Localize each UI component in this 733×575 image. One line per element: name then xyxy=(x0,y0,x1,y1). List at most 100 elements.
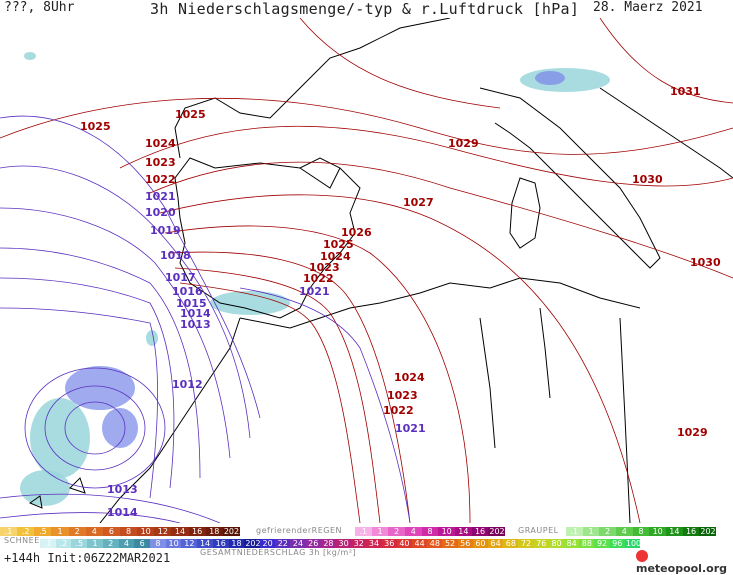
isobar-label: 1030 xyxy=(632,173,663,186)
isobar-line xyxy=(599,17,733,104)
isobar-line xyxy=(0,115,261,419)
snow-cell: .2 xyxy=(55,539,72,548)
isobar-label: 1012 xyxy=(172,378,203,391)
graupel-cell: 2 xyxy=(599,527,617,536)
atlantic-africa-coast xyxy=(99,317,241,524)
graupel-scale: .112481014162025+ xyxy=(566,527,717,536)
freezing-cell: .1 xyxy=(355,527,372,536)
rain-cell: 14 xyxy=(171,527,189,536)
freezing-cell: 2025+ xyxy=(488,527,506,536)
snow-cell: 4 xyxy=(118,539,135,548)
total-cell: 88 xyxy=(579,539,595,548)
snow-cell: 18 xyxy=(228,539,245,548)
isobar-label: 1017 xyxy=(165,271,196,284)
total-cell: 92 xyxy=(594,539,610,548)
rain-cell: 1 xyxy=(51,527,69,536)
snow-area xyxy=(520,68,610,92)
snow-cell: 16 xyxy=(212,539,229,548)
freezing-cell: 10 xyxy=(438,527,456,536)
coastlines xyxy=(28,17,733,524)
graupel-label: GRAUPEL xyxy=(518,526,559,535)
isobar-line xyxy=(0,247,201,479)
total-cell: 64 xyxy=(488,539,504,548)
total-cell: 100 xyxy=(624,539,641,548)
init-time: +144h Init:06Z22MAR2021 xyxy=(4,551,171,565)
graupel-cell: 16 xyxy=(682,527,700,536)
rain-cell: 16 xyxy=(188,527,206,536)
adriatic-coast xyxy=(599,87,733,179)
total-cell: 96 xyxy=(609,539,625,548)
north-africa-coast xyxy=(239,277,641,329)
total-cell: 26 xyxy=(305,539,321,548)
total-cell: 32 xyxy=(351,539,367,548)
total-cell: 30 xyxy=(336,539,352,548)
isobar-label: 1013 xyxy=(107,483,138,496)
rain-cell: .2 xyxy=(17,527,35,536)
isobar-line xyxy=(0,512,181,524)
isobar-label: 1026 xyxy=(341,226,372,239)
isobar-line xyxy=(299,17,501,109)
snow-cell: .5 xyxy=(71,539,88,548)
snow-area xyxy=(24,52,36,60)
graupel-cell: 8 xyxy=(632,527,650,536)
rain-cell: .1 xyxy=(0,527,18,536)
isobar-ring xyxy=(64,401,126,455)
isobar-label: 1014 xyxy=(107,506,138,519)
isobar-line xyxy=(0,307,158,499)
isobar-label: 1021 xyxy=(299,285,330,298)
graupel-cell: 4 xyxy=(616,527,633,536)
isobar-label: 1016 xyxy=(172,285,203,298)
snow-cell: .1 xyxy=(40,539,56,548)
total-cell: 24 xyxy=(290,539,306,548)
total-cell: 22 xyxy=(275,539,291,548)
isobar-label: 1023 xyxy=(145,156,176,169)
total-cell: 84 xyxy=(564,539,580,548)
graupel-cell: .1 xyxy=(566,527,583,536)
map-svg: 1025 1025 1024 1023 1022 1021 1020 1019 … xyxy=(0,17,733,524)
isobar-label: 1015 xyxy=(176,297,207,310)
freezing-cell: 1 xyxy=(371,527,389,536)
total-cell: 60 xyxy=(472,539,489,548)
rain-cell: .5 xyxy=(34,527,52,536)
total-cell: 80 xyxy=(548,539,565,548)
isobar-label: 1025 xyxy=(175,108,206,121)
total-scale: 20 22 24 26 28 30 32 34 36 40 44 48 52 56 60 64 68 72 76 80… xyxy=(260,539,641,548)
brand-name: meteopool.org xyxy=(636,562,727,575)
isobar-label: 1029 xyxy=(448,137,479,150)
weather-map: 1025 1025 1024 1023 1022 1021 1020 1019 … xyxy=(0,17,733,524)
isobar-label: 1014 xyxy=(180,307,211,320)
isobar-labels: 1025 1025 1024 1023 1022 1021 1020 1019 … xyxy=(80,85,721,519)
rain-area xyxy=(102,408,138,448)
snow-cell: 8 xyxy=(150,539,166,548)
snow-area xyxy=(20,470,70,506)
isobar-label: 1024 xyxy=(145,137,176,150)
isobar-label: 1023 xyxy=(309,261,340,274)
isobar-ring xyxy=(24,367,166,489)
isobar-label: 1031 xyxy=(670,85,701,98)
freezing-cell: 2 xyxy=(388,527,406,536)
rain-cell: 18 xyxy=(205,527,223,536)
total-precip-label: GESAMTNIEDERSCHLAG 3h [kg/m²] xyxy=(200,548,357,557)
rain-area xyxy=(535,71,565,85)
isobar-label: 1021 xyxy=(395,422,426,435)
total-cell: 44 xyxy=(412,539,428,548)
sardinia-coast xyxy=(509,177,541,249)
total-cell: 28 xyxy=(320,539,337,548)
isobar-label: 1030 xyxy=(690,256,721,269)
rain-cell: 2025+ xyxy=(222,527,240,536)
isobars-low xyxy=(0,115,411,524)
isobar-label: 1018 xyxy=(160,249,191,262)
snow-cell: 10 xyxy=(165,539,182,548)
border xyxy=(479,317,496,449)
isobar-label: 1019 xyxy=(150,224,181,237)
snow-area xyxy=(146,330,158,346)
border xyxy=(619,317,631,524)
isobar-line xyxy=(0,277,175,489)
rain-cell: 6 xyxy=(102,527,120,536)
valid-date: 28. Maerz 2021 xyxy=(593,0,703,15)
rain-cell: 10 xyxy=(137,527,155,536)
rain-cell: 12 xyxy=(154,527,172,536)
isobar-label: 1025 xyxy=(323,238,354,251)
freezing-cell: 14 xyxy=(455,527,472,536)
snow-label: SCHNEE xyxy=(4,536,40,545)
